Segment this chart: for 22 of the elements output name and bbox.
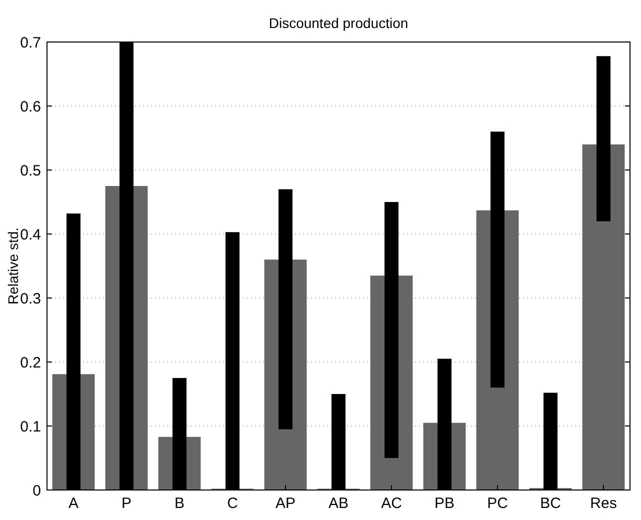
x-tick-label: A xyxy=(68,495,79,512)
x-tick-label: C xyxy=(227,495,238,512)
x-tick-label: PC xyxy=(487,495,508,512)
x-tick-label: AC xyxy=(381,495,402,512)
y-tick-label: 0.6 xyxy=(20,98,41,116)
x-tick-label: P xyxy=(121,495,132,512)
x-tick-label: AB xyxy=(328,495,349,512)
chart-title: Discounted production xyxy=(268,15,408,31)
y-tick-label: 0.2 xyxy=(20,354,41,372)
bar xyxy=(582,144,625,490)
y-tick-label: 0.4 xyxy=(20,226,41,244)
y-tick-label: 0 xyxy=(32,482,41,500)
x-tick-label: AP xyxy=(275,495,296,512)
x-tick-label: PB xyxy=(434,495,455,512)
y-tick-label: 0.5 xyxy=(20,162,41,180)
y-axis-title: Relative std. xyxy=(5,227,21,305)
x-tick-label: BC xyxy=(540,495,562,512)
x-tick-label: B xyxy=(174,495,185,512)
y-tick-label: 0.3 xyxy=(20,290,41,308)
y-tick-label: 0.7 xyxy=(20,34,41,52)
y-tick-label: 0.1 xyxy=(20,418,41,436)
x-tick-label: Res xyxy=(590,495,617,512)
